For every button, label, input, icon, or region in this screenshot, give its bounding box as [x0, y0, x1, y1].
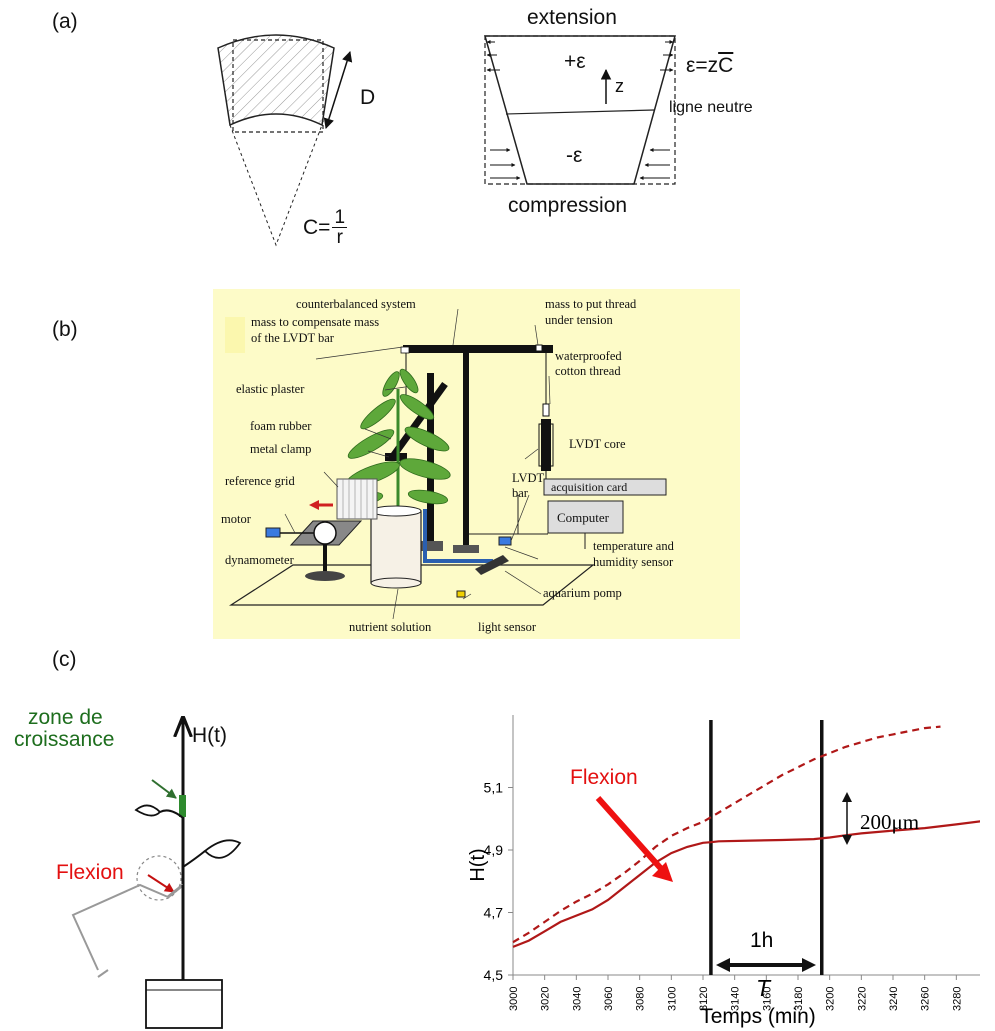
- label-dynamometer: dynamometer: [225, 553, 294, 567]
- scale-arrow-head-top: [842, 792, 852, 802]
- scale-label: 200μm: [860, 810, 919, 834]
- curvature-numerator: 1: [332, 207, 348, 228]
- label-acquisition-card: acquisition card: [551, 480, 628, 494]
- chart-flexion-label: Flexion: [570, 766, 638, 789]
- x-axis-label: Temps (min): [700, 1005, 816, 1028]
- x-tick-label: 3120: [698, 987, 710, 1011]
- flexion-arrow: [595, 796, 667, 874]
- label-extension: extension: [527, 6, 617, 29]
- label-elastic-plaster: elastic plaster: [236, 382, 305, 396]
- x-tick-label: 3060: [603, 987, 615, 1011]
- setup-drawing: [225, 308, 667, 620]
- chart-series: [512, 725, 980, 948]
- label-h-axis: H(t): [192, 724, 227, 747]
- chart-annotations: Flexion 200μm 1h T H(t) Temps (min): [467, 766, 919, 1028]
- label-foam-rubber: foam rubber: [250, 419, 312, 433]
- x-tick-label: 3260: [920, 987, 932, 1011]
- one-hour-label: 1h: [750, 929, 773, 952]
- label-mass-thread-1: mass to put thread: [545, 297, 637, 311]
- x-tick-label: 3040: [571, 987, 583, 1011]
- label-flexion-plant: Flexion: [56, 861, 124, 884]
- panel-a-diagram: [217, 34, 676, 247]
- label-mass-compensate-1: mass to compensate mass: [251, 315, 380, 329]
- x-tick-label: 3000: [508, 987, 520, 1011]
- label-mass-compensate-2: of the LVDT bar: [251, 331, 334, 345]
- label-waterproofed-1: waterproofed: [555, 349, 622, 363]
- period-arrow-head-left: [716, 958, 730, 972]
- label-zone-growth-2: croissance: [14, 728, 115, 751]
- scale-arrow-head-bottom: [842, 835, 852, 845]
- x-tick-label: 3100: [666, 987, 678, 1011]
- label-temperature-1: temperature and: [593, 539, 674, 553]
- chart-axes: [508, 715, 980, 980]
- curvature-denominator: r: [336, 227, 343, 248]
- experimental-setup-figure: counterbalanced system mass to compensat…: [213, 289, 740, 639]
- y-axis-label: H(t): [467, 848, 489, 881]
- label-d: D: [360, 86, 376, 109]
- label-z: z: [615, 76, 624, 96]
- x-tick-label: 3080: [635, 987, 647, 1011]
- x-tick-label: 3160: [761, 987, 773, 1011]
- x-tick-label: 3220: [856, 987, 868, 1011]
- label-plus-epsilon: +ε: [564, 50, 586, 73]
- panel-label-c: (c): [52, 648, 77, 671]
- label-light-sensor: light sensor: [478, 620, 536, 634]
- x-tick-label: 3140: [730, 987, 742, 1011]
- y-tick-label: 4,7: [484, 905, 504, 921]
- label-motor: motor: [221, 512, 251, 526]
- label-mass-thread-2: under tension: [545, 313, 613, 327]
- x-tick-label: 3200: [825, 987, 837, 1011]
- chart-ticks: 3000 3020 3040 3060 3080 3100 3120 3140 3160 3180…: [484, 780, 964, 1012]
- label-aquarium-pomp: aquarium pomp: [543, 586, 622, 600]
- panel-label-b: (b): [52, 318, 78, 341]
- label-compression: compression: [508, 194, 628, 217]
- curvature-formula: C= 1 r: [303, 207, 348, 248]
- series-line-dashed: [512, 725, 941, 944]
- x-tick-label: 3280: [951, 987, 963, 1011]
- label-lvdt-core: LVDT core: [569, 437, 626, 451]
- strain-equation: ε=zC: [686, 54, 734, 77]
- label-lvdt-bar-1: LVDT: [512, 471, 545, 485]
- label-computer: Computer: [557, 510, 609, 525]
- curved-segment-diagram: [217, 34, 353, 247]
- panel-label-a: (a): [52, 10, 78, 33]
- period-arrow-head-right: [802, 958, 816, 972]
- label-minus-epsilon: -ε: [566, 144, 583, 167]
- label-reference-grid: reference grid: [225, 474, 295, 488]
- setup-labels: counterbalanced system mass to compensat…: [213, 289, 740, 639]
- x-tick-label: 3240: [888, 987, 900, 1011]
- label-zone-growth-1: zone de: [28, 706, 103, 729]
- period-label: T: [756, 975, 772, 1001]
- label-lvdt-bar-2: bar: [512, 486, 528, 500]
- y-tick-label: 4,9: [484, 842, 504, 858]
- label-metal-clamp: metal clamp: [250, 442, 312, 456]
- y-tick-label: 4,5: [484, 967, 504, 983]
- x-tick-label: 3180: [793, 987, 805, 1011]
- label-waterproofed-2: cotton thread: [555, 364, 621, 378]
- flexion-arrow-head: [652, 862, 673, 882]
- strain-profile-diagram: [484, 35, 676, 185]
- label-counterbalanced: counterbalanced system: [296, 297, 416, 311]
- label-nutrient-solution: nutrient solution: [349, 620, 432, 634]
- y-tick-label: 5,1: [484, 780, 504, 796]
- label-temperature-2: humidity sensor: [593, 555, 674, 569]
- growth-chart: 3000 3020 3040 3060 3080 3100 3120 3140 3160 3180…: [467, 715, 980, 1028]
- series-line-solid: [512, 820, 980, 948]
- plant-schematic: [71, 700, 242, 1029]
- label-neutral-line: ligne neutre: [669, 99, 753, 116]
- x-tick-label: 3020: [540, 987, 552, 1011]
